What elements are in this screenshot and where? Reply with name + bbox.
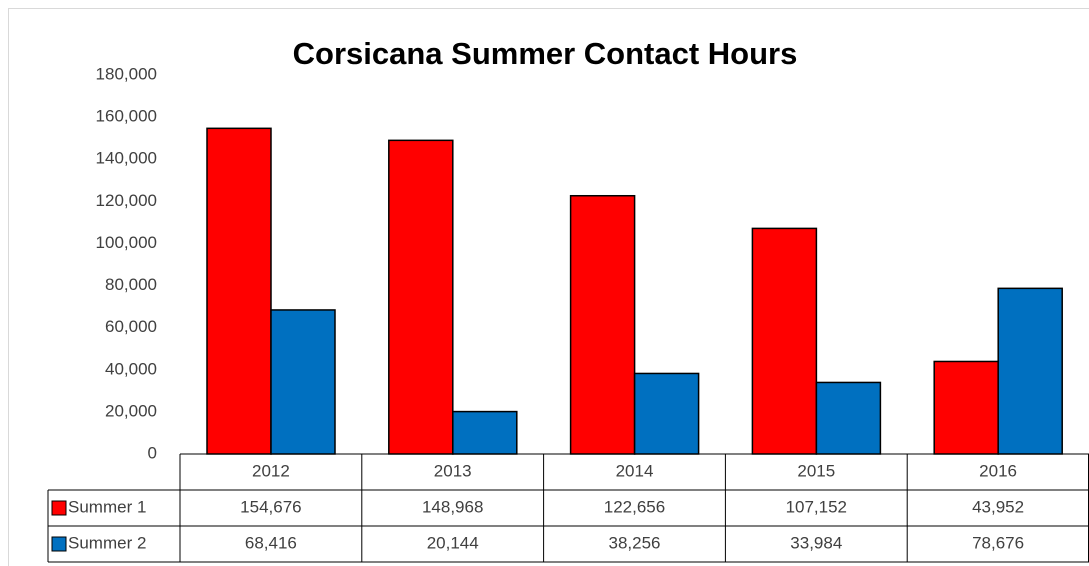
y-tick-label: 0: [148, 443, 157, 462]
bar: [751, 227, 818, 455]
bar: [633, 372, 700, 455]
y-tick-label: 180,000: [96, 64, 157, 83]
y-tick-label: 120,000: [96, 191, 157, 210]
x-tick-label: 2016: [979, 461, 1017, 480]
y-tick-label: 140,000: [96, 149, 157, 168]
bar: [388, 139, 454, 455]
bar: [997, 287, 1063, 455]
y-tick-label: 100,000: [96, 233, 157, 252]
y-tick-label: 20,000: [105, 401, 157, 420]
table-value: 148,968: [422, 497, 483, 516]
x-tick-label: 2013: [434, 461, 472, 480]
y-tick-label: 60,000: [105, 317, 157, 336]
table-value: 107,152: [786, 497, 847, 516]
bar: [452, 410, 518, 455]
y-tick-label: 160,000: [96, 107, 157, 126]
legend-label: Summer 2: [68, 533, 146, 552]
chart-frame: [8, 8, 1089, 566]
legend-key: [51, 500, 67, 516]
bar: [270, 309, 336, 455]
table-value: 154,676: [240, 497, 301, 516]
table-value: 122,656: [604, 497, 665, 516]
table-value: 43,952: [972, 497, 1024, 516]
legend-key: [51, 536, 67, 552]
bar: [933, 360, 999, 455]
table-value: 68,416: [245, 533, 297, 552]
y-tick-label: 40,000: [105, 359, 157, 378]
x-tick-label: 2015: [797, 461, 835, 480]
table-value: 33,984: [790, 533, 842, 552]
bar: [815, 381, 882, 455]
y-tick-label: 80,000: [105, 275, 157, 294]
x-tick-label: 2012: [252, 461, 290, 480]
x-tick-label: 2014: [616, 461, 654, 480]
chart-title: Corsicana Summer Contact Hours: [293, 36, 798, 71]
legend-label: Summer 1: [68, 497, 146, 516]
bar: [569, 194, 636, 455]
table-value: 78,676: [972, 533, 1024, 552]
table-value: 38,256: [609, 533, 661, 552]
table-value: 20,144: [427, 533, 479, 552]
bar: [206, 127, 272, 455]
